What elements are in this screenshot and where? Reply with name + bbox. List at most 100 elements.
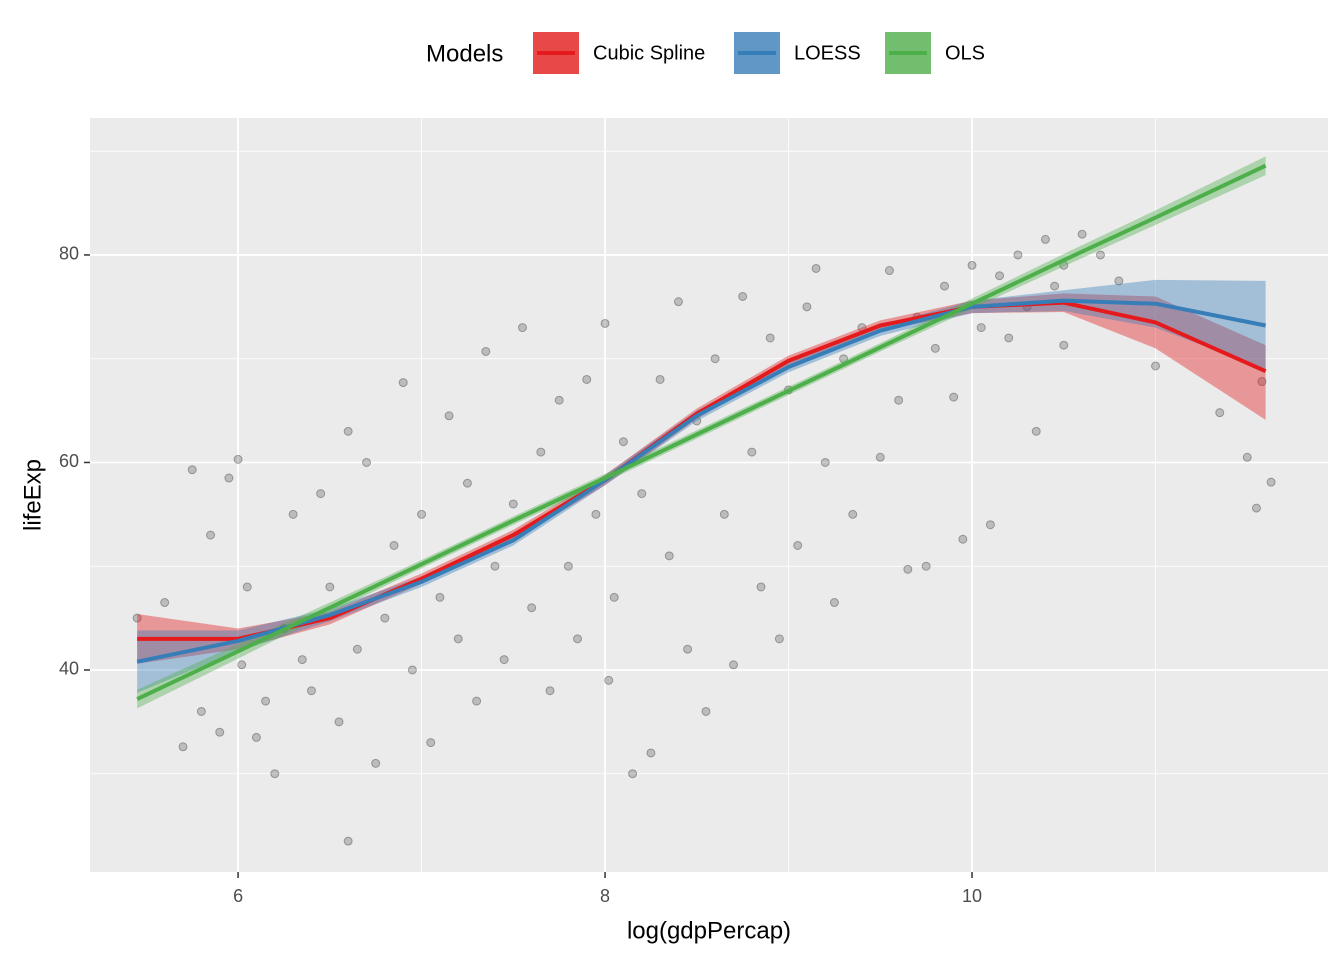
point (261, 696, 271, 706)
point (582, 374, 592, 384)
point (508, 499, 518, 509)
point (673, 297, 683, 307)
point (774, 634, 784, 644)
point (628, 769, 638, 779)
point (1040, 234, 1050, 244)
point (306, 686, 316, 696)
point (270, 769, 280, 779)
point (187, 465, 197, 475)
point (811, 263, 821, 273)
point (921, 561, 931, 571)
point (206, 530, 216, 540)
point (940, 281, 950, 291)
smooth-line (136, 298, 1266, 664)
point (738, 291, 748, 301)
legend-label: Cubic Spline (593, 42, 705, 64)
point (1242, 452, 1252, 462)
point (664, 551, 674, 561)
point (618, 437, 628, 447)
point (251, 732, 261, 742)
point (637, 489, 647, 499)
y-axis-title: lifeExp (19, 459, 46, 531)
point (1266, 477, 1276, 487)
point (976, 323, 986, 333)
point (710, 354, 720, 364)
point (237, 660, 247, 670)
smooth-line (136, 163, 1267, 701)
point (481, 346, 491, 356)
y-tick-label: 60 (59, 451, 79, 471)
point (325, 582, 335, 592)
point (848, 509, 858, 519)
point (884, 266, 894, 276)
point (444, 411, 454, 421)
point (719, 509, 729, 519)
point (1059, 340, 1069, 350)
point (499, 655, 509, 665)
point (802, 302, 812, 312)
point (288, 509, 298, 519)
point (903, 564, 913, 574)
point (233, 454, 243, 464)
point (609, 592, 619, 602)
point (1151, 361, 1161, 371)
point (398, 378, 408, 388)
point (242, 582, 252, 592)
x-tick-label: 8 (600, 886, 610, 906)
point (224, 473, 234, 483)
point (728, 660, 738, 670)
point (517, 323, 527, 333)
legend: Models Cubic Spline LOESS OLS (426, 32, 985, 74)
point (875, 452, 885, 462)
x-tick-label: 6 (233, 886, 243, 906)
point (1004, 333, 1014, 343)
point (573, 634, 583, 644)
point (453, 634, 463, 644)
point (894, 395, 904, 405)
point (435, 592, 445, 602)
point (683, 644, 693, 654)
axes: 6 8 10 40 60 80 (59, 244, 982, 906)
point (343, 426, 353, 436)
point (1251, 503, 1261, 513)
point (1013, 250, 1023, 260)
legend-label: OLS (945, 42, 985, 64)
point (1050, 281, 1060, 291)
point (701, 706, 711, 716)
point (604, 675, 614, 685)
point (1114, 276, 1124, 286)
point (1031, 426, 1041, 436)
point (655, 374, 665, 384)
point (536, 447, 546, 457)
point (389, 540, 399, 550)
point (178, 742, 188, 752)
point (600, 318, 610, 328)
point (160, 598, 170, 608)
point (985, 520, 995, 530)
legend-title: Models (426, 40, 503, 67)
y-tick-label: 80 (59, 244, 79, 264)
point (426, 738, 436, 748)
point (352, 644, 362, 654)
point (132, 613, 142, 623)
point (563, 561, 573, 571)
point (829, 598, 839, 608)
point (380, 613, 390, 623)
point (958, 534, 968, 544)
point (462, 478, 472, 488)
point (1215, 408, 1225, 418)
y-tick-label: 40 (59, 659, 79, 679)
point (765, 333, 775, 343)
point (646, 748, 656, 758)
point (472, 696, 482, 706)
point (417, 509, 427, 519)
x-axis-title: log(gdpPercap) (627, 917, 791, 944)
point (545, 686, 555, 696)
point (1095, 250, 1105, 260)
point (316, 489, 326, 499)
point (407, 665, 417, 675)
confidence-band (137, 293, 1266, 664)
point (371, 758, 381, 768)
